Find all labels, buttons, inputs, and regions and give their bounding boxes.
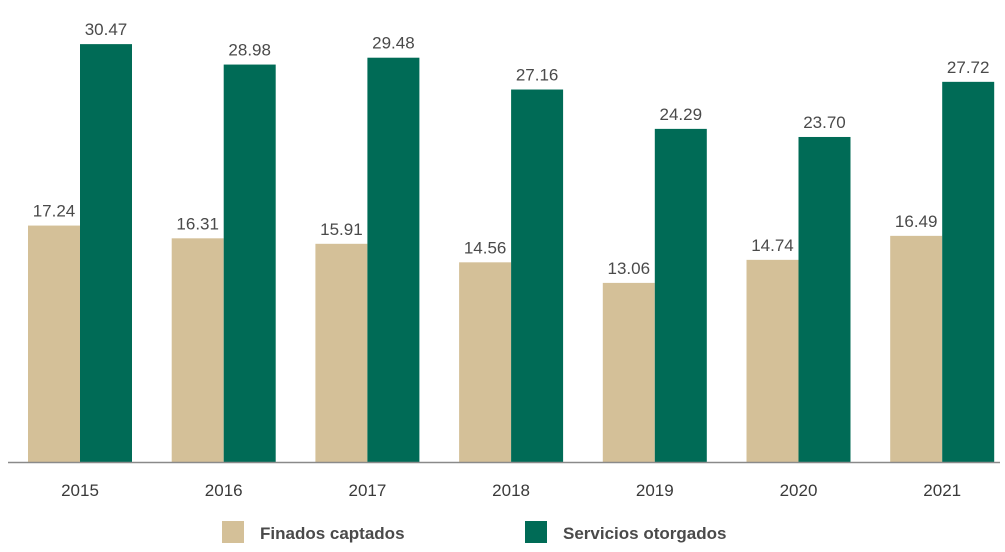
bar-finados-2019	[602, 282, 655, 462]
legend-label-finados: Finados captados	[260, 524, 405, 543]
data-label-servicios-2016: 28.98	[228, 41, 271, 60]
data-label-finados-2020: 14.74	[751, 236, 794, 255]
data-label-finados-2021: 16.49	[895, 212, 938, 231]
x-tick-label-2019: 2019	[636, 481, 674, 500]
x-tick-label-2017: 2017	[348, 481, 386, 500]
x-tick-label-2021: 2021	[923, 481, 961, 500]
bars-layer	[28, 44, 995, 463]
data-label-servicios-2017: 29.48	[372, 34, 415, 53]
data-label-servicios-2021: 27.72	[947, 58, 990, 77]
bar-finados-2017	[315, 243, 368, 462]
data-label-servicios-2015: 30.47	[85, 20, 128, 39]
legend: Finados captados Servicios otorgados	[222, 521, 726, 543]
legend-label-servicios: Servicios otorgados	[563, 524, 726, 543]
x-tick-label-2018: 2018	[492, 481, 530, 500]
bar-finados-2020	[746, 259, 799, 462]
data-label-servicios-2018: 27.16	[516, 66, 559, 85]
legend-swatch-finados	[222, 521, 244, 543]
x-tick-label-2016: 2016	[205, 481, 243, 500]
data-label-finados-2017: 15.91	[320, 220, 363, 239]
data-label-servicios-2020: 23.70	[803, 113, 846, 132]
bar-finados-2015	[28, 225, 80, 462]
bar-finados-2021	[890, 235, 943, 462]
bar-finados-2018	[459, 262, 512, 462]
data-label-finados-2019: 13.06	[608, 259, 651, 278]
data-label-finados-2016: 16.31	[176, 214, 219, 233]
bar-servicios-2015	[80, 44, 132, 463]
bar-servicios-2018	[511, 89, 564, 463]
x-tick-label-2020: 2020	[780, 481, 818, 500]
data-label-finados-2015: 17.24	[33, 202, 76, 221]
value-labels-layer: 17.24 30.47 16.31 28.98 15.91 29.48 14.56 27.16…	[33, 20, 990, 278]
x-tick-labels-layer: 2015 2016 2017 2018 2019 2020 2021	[61, 481, 961, 500]
x-tick-label-2015: 2015	[61, 481, 99, 500]
bar-servicios-2019	[654, 128, 707, 462]
bar-servicios-2020	[798, 136, 851, 462]
data-label-servicios-2019: 24.29	[660, 105, 703, 124]
bar-servicios-2017	[367, 57, 420, 463]
legend-swatch-servicios	[525, 521, 547, 543]
bar-servicios-2016	[223, 64, 276, 462]
bar-servicios-2021	[942, 81, 995, 462]
data-label-finados-2018: 14.56	[464, 238, 507, 257]
bar-finados-2016	[171, 238, 224, 462]
